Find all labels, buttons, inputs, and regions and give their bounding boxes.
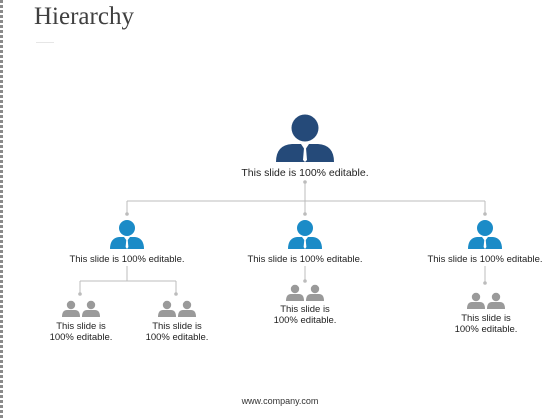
person-icon-mid-3 [468,220,502,249]
low-node-label-3-line1: This slide is [280,304,330,315]
low-node-label-1: This slide is 100% editable. [36,321,126,343]
mid-node-label-3: This slide is 100% editable. [427,254,543,265]
people-icon-low-4 [467,292,505,309]
footer-url: www.company.com [241,396,319,406]
low-node-label-1-line2: 100% editable. [49,332,113,343]
person-icon-top [276,114,334,162]
low-node-label-2-line1: This slide is [152,321,202,332]
title-divider [36,42,54,43]
page-title: Hierarchy [34,3,134,30]
low-node-label-4-line1: This slide is [461,313,511,324]
person-icon-mid-2 [288,220,322,249]
connectors [78,180,487,296]
low-node-label-3: This slide is 100% editable. [260,304,350,326]
top-node-label: This slide is 100% editable. [241,167,369,179]
low-node-label-4-line2: 100% editable. [454,324,518,335]
low-node-label-4: This slide is 100% editable. [441,313,531,335]
people-icon-low-2 [158,300,196,317]
low-node-label-1-line1: This slide is [56,321,106,332]
low-node-label-2: This slide is 100% editable. [132,321,222,343]
low-node-label-3-line2: 100% editable. [273,315,337,326]
people-icon-low-1 [62,300,100,317]
mid-node-label-2: This slide is 100% editable. [247,254,363,265]
mid-node-label-1: This slide is 100% editable. [69,254,185,265]
low-node-label-2-line2: 100% editable. [145,332,209,343]
slide-left-border [0,0,3,420]
person-icon-mid-1 [110,220,144,249]
people-icon-low-3 [286,284,324,301]
